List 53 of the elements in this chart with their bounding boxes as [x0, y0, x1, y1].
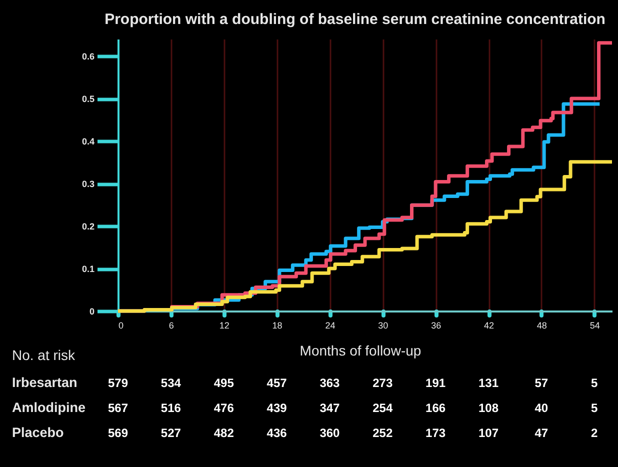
- y-tick-label: 0.1: [82, 264, 94, 274]
- text: 191: [426, 376, 446, 390]
- x-tick-label: 12: [219, 320, 230, 330]
- text: 534: [160, 376, 182, 390]
- text: 173: [426, 426, 446, 440]
- text: 439: [266, 401, 288, 415]
- y-tick-label: 0.5: [82, 94, 94, 104]
- text: 254: [372, 401, 393, 415]
- text: Irbesartan: [12, 375, 78, 390]
- x-tick-label: 24: [325, 320, 336, 330]
- text: 107: [478, 426, 499, 440]
- text: 57: [534, 376, 548, 390]
- text: 363: [320, 376, 340, 390]
- chart-title: Proportion with a doubling of baseline serum creatinine concentration: [104, 11, 606, 28]
- y-tick-label: 0.4: [82, 136, 94, 146]
- x-tick-label: 6: [168, 320, 174, 330]
- x-tick-label: 0: [118, 320, 124, 330]
- text: 5: [591, 376, 598, 390]
- text: 360: [320, 426, 340, 440]
- text: 108: [478, 401, 499, 415]
- y-tick-label: 0: [89, 306, 94, 316]
- text: Placebo: [12, 425, 64, 440]
- text: 40: [534, 401, 548, 415]
- text: 516: [160, 401, 182, 415]
- text: 457: [266, 376, 288, 390]
- x-tick-label: 54: [590, 320, 600, 330]
- y-tick-label: 0.2: [82, 222, 94, 232]
- text: No. at risk: [12, 347, 76, 363]
- x-tick-label: 36: [431, 320, 442, 330]
- text: 495: [214, 376, 234, 390]
- text: 252: [372, 426, 393, 440]
- text: 166: [426, 401, 446, 415]
- text: 527: [160, 426, 182, 440]
- y-tick-label: 0.6: [82, 52, 94, 62]
- text: 567: [108, 401, 128, 415]
- y-tick-label: 0.3: [82, 179, 94, 189]
- text: 5: [591, 401, 598, 415]
- x-tick-label: 48: [536, 320, 547, 330]
- text: 347: [320, 401, 340, 415]
- x-axis-title: Months of follow-up: [300, 342, 422, 358]
- text: 569: [108, 426, 128, 440]
- text: 273: [372, 376, 393, 390]
- x-tick-label: 30: [378, 320, 388, 330]
- text: 436: [266, 426, 288, 440]
- text: 131: [478, 376, 499, 390]
- x-tick-label: 18: [272, 320, 282, 330]
- x-tick-label: 42: [484, 320, 494, 330]
- text: 47: [534, 426, 548, 440]
- text: 579: [108, 376, 128, 390]
- text: Amlodipine: [12, 400, 86, 415]
- text: 476: [214, 401, 234, 415]
- text: 2: [591, 426, 598, 440]
- text: 482: [214, 426, 234, 440]
